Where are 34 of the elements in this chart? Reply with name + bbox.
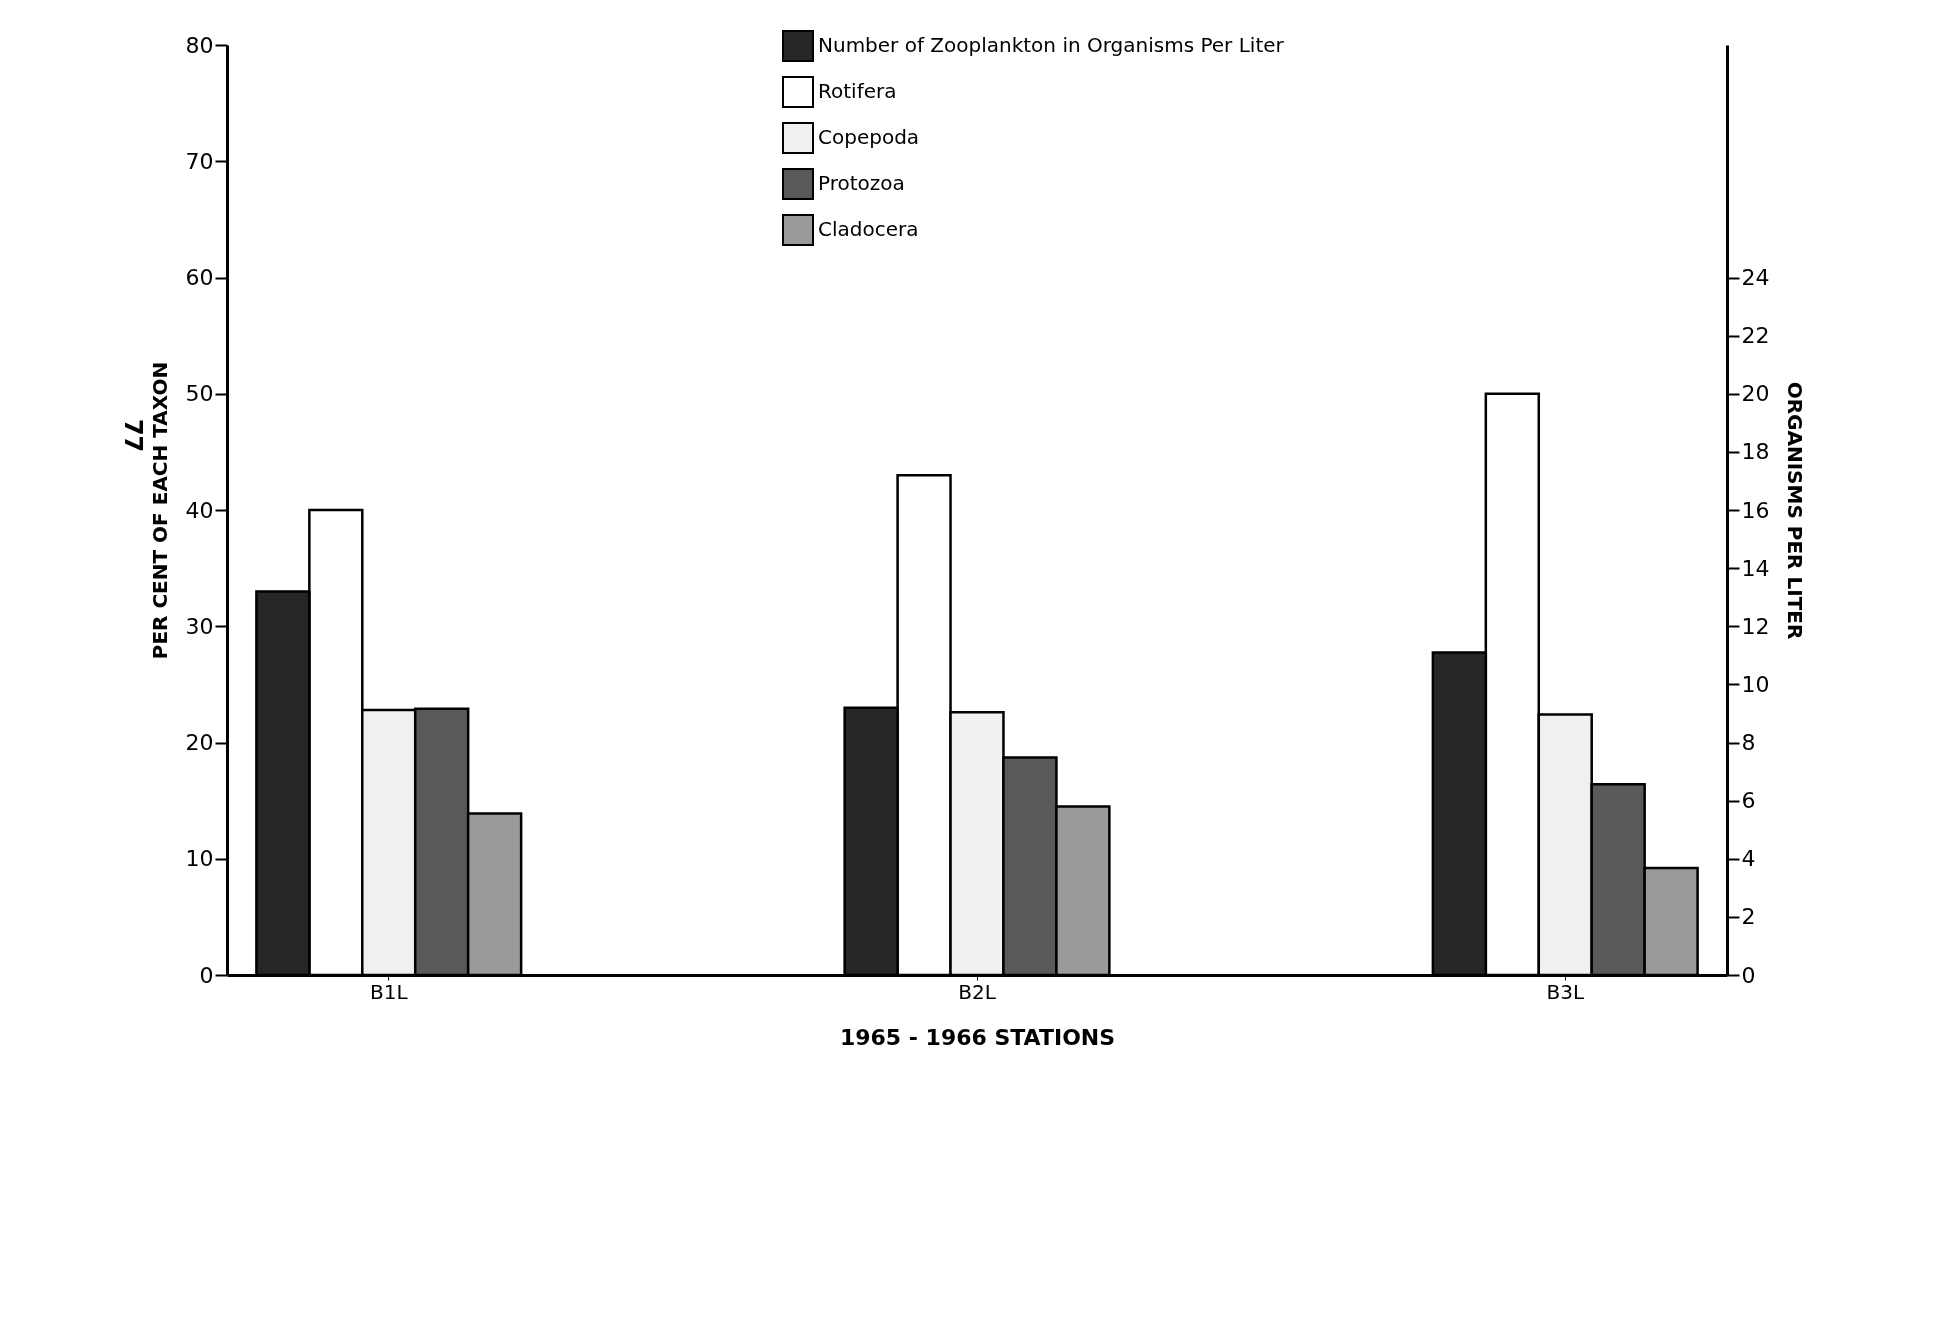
legend-label: Rotifera xyxy=(818,79,897,103)
y2-tick-label: 18 xyxy=(1741,439,1770,465)
x-axis-title: 1965 - 1966 STATIONS xyxy=(839,1024,1116,1050)
y-tick-label: 10 xyxy=(185,846,214,872)
legend-label: Cladocera xyxy=(818,217,919,241)
text: 77 xyxy=(119,418,147,453)
y2-tick-label: 16 xyxy=(1741,497,1770,523)
y2-tick-label: 2 xyxy=(1741,904,1756,930)
y-tick-label: 80 xyxy=(185,32,214,58)
y-tick-label: 60 xyxy=(185,265,214,290)
y2-tick-label: 20 xyxy=(1741,381,1770,407)
y2-tick-label: 22 xyxy=(1741,323,1770,349)
y2-tick-label: 8 xyxy=(1741,730,1756,755)
y2-tick-label: 0 xyxy=(1741,962,1756,988)
y-tick-label: 20 xyxy=(185,730,214,755)
y-tick-label: 70 xyxy=(185,148,214,174)
y2-tick-label: 10 xyxy=(1741,671,1770,697)
x-tick-label: B1L xyxy=(369,979,409,1004)
legend-label: Copepoda xyxy=(818,125,920,149)
x-tick-label: B3L xyxy=(1546,979,1585,1004)
y2-tick-label: 14 xyxy=(1741,555,1770,581)
y2-tick-label: 24 xyxy=(1741,265,1770,290)
y-tick-label: 30 xyxy=(185,613,214,639)
y-axis-title: PER CENT OF EACH TAXON xyxy=(147,361,172,660)
y2-tick-label: 12 xyxy=(1741,613,1770,639)
legend-label: Number of Zooplankton in Organisms Per Liter xyxy=(818,33,1285,57)
y-tick-label: 0 xyxy=(199,962,214,988)
y2-tick-label: 6 xyxy=(1741,788,1756,814)
y2-tick-label: 4 xyxy=(1741,846,1756,872)
y2-axis-title: ORGANISMS PER LITER xyxy=(1783,381,1808,640)
y-tick-label: 40 xyxy=(185,497,214,523)
legend-label: Protozoa xyxy=(818,171,905,195)
x-tick-label: B2L xyxy=(958,979,997,1004)
y-tick-label: 50 xyxy=(185,381,214,407)
